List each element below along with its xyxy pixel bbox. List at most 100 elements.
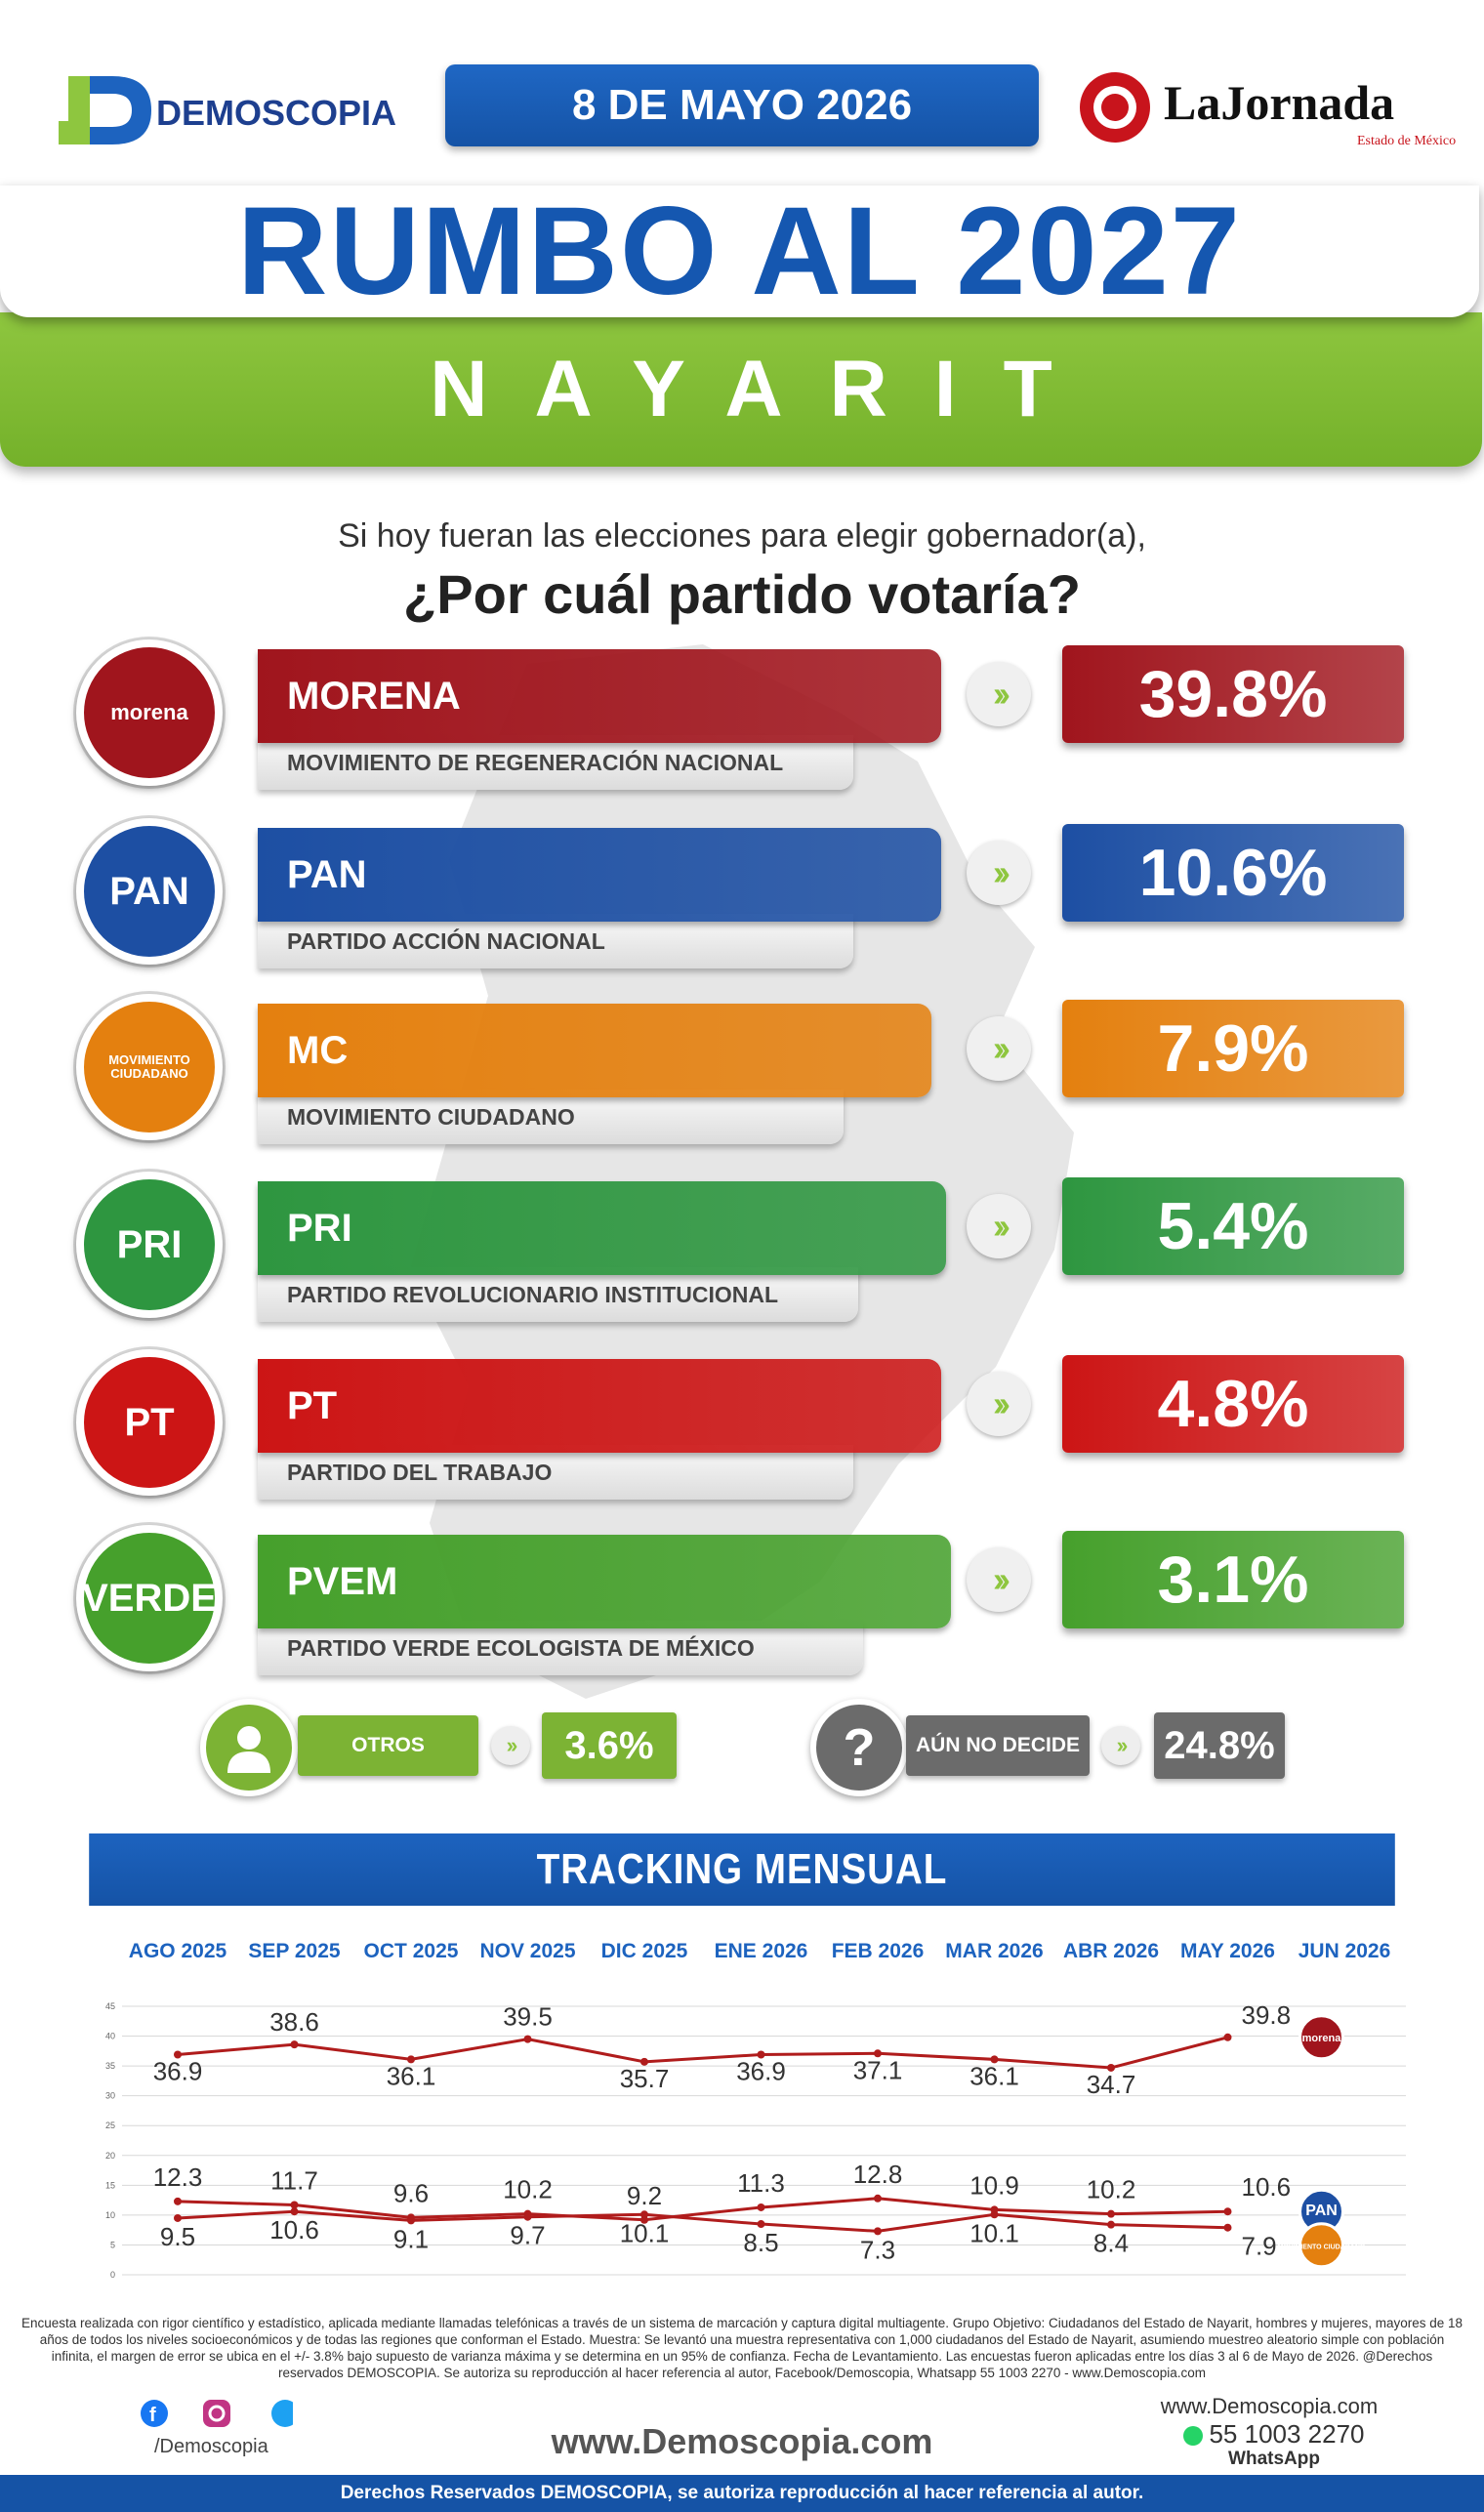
y-tick-label: 10 xyxy=(105,2210,115,2220)
data-label: 37.1 xyxy=(853,2055,903,2084)
data-point xyxy=(757,2220,765,2229)
y-tick-label: 30 xyxy=(105,2091,115,2101)
y-tick-label: 5 xyxy=(110,2240,115,2249)
party-bar-mc: MC xyxy=(258,1004,931,1097)
social-handle[interactable]: /Demoscopia xyxy=(154,2436,268,2457)
chevron-right-icon: ›› xyxy=(967,1547,1031,1612)
month-label: MAY 2026 xyxy=(1180,1940,1275,1962)
data-point xyxy=(990,2055,999,2064)
month-label: AGO 2025 xyxy=(129,1940,227,1962)
party-full-name: PARTIDO ACCIÓN NACIONAL xyxy=(258,914,853,968)
party-bar-pri: PRI xyxy=(258,1181,946,1275)
party-name: PRI xyxy=(287,1206,352,1250)
data-label: 12.3 xyxy=(153,2162,203,2192)
y-tick-label: 0 xyxy=(110,2270,115,2280)
party-logo-pvem: VERDE xyxy=(76,1525,223,1671)
data-point xyxy=(523,2035,532,2043)
data-label: 9.5 xyxy=(160,2222,195,2251)
data-label: 34.7 xyxy=(1087,2070,1136,2099)
data-point xyxy=(290,2207,299,2216)
title-band: RUMBO AL 2027 xyxy=(0,182,1479,321)
party-full-name: MOVIMIENTO DE REGENERACIÓN NACIONAL xyxy=(258,735,853,790)
partner-name: LaJornada xyxy=(1164,75,1394,130)
facebook-icon xyxy=(141,2400,168,2427)
data-label: 39.8 xyxy=(1242,2000,1292,2030)
data-label: 10.9 xyxy=(969,2170,1019,2200)
website-link-right[interactable]: www.Demoscopia.com xyxy=(1160,2394,1379,2418)
twitter-icon xyxy=(271,2400,299,2427)
data-label: 12.8 xyxy=(853,2160,903,2189)
data-label: 9.6 xyxy=(393,2178,429,2207)
party-full-name: MOVIMIENTO CIUDADANO xyxy=(258,1090,844,1144)
series-name: MOVIMIENTO CIUDADANO xyxy=(1278,2244,1366,2251)
party-percentage: 5.4% xyxy=(1062,1177,1404,1275)
undecided-pct: 24.8% xyxy=(1154,1712,1285,1779)
series-name: PAN xyxy=(1305,2203,1338,2219)
data-point xyxy=(290,2201,299,2209)
data-point xyxy=(1107,2063,1115,2072)
party-percentage: 39.8% xyxy=(1062,645,1404,743)
data-point xyxy=(640,2215,648,2224)
data-label: 9.7 xyxy=(510,2221,545,2250)
data-label: 10.2 xyxy=(503,2175,553,2204)
data-point xyxy=(1107,2209,1115,2218)
party-full-name: PARTIDO REVOLUCIONARIO INSTITUCIONAL xyxy=(258,1267,858,1322)
chevron-right-icon: ›› xyxy=(967,1194,1031,1258)
website-link[interactable]: www.Demoscopia.com xyxy=(551,2421,933,2461)
state-name: NAYARIT xyxy=(430,345,1099,433)
data-label: 10.6 xyxy=(269,2215,319,2244)
month-label: JUN 2026 xyxy=(1298,1940,1391,1962)
question-line-1: Si hoy fueran las elecciones para elegir… xyxy=(338,517,1146,555)
data-label: 35.7 xyxy=(620,2064,670,2093)
month-label: FEB 2026 xyxy=(832,1940,925,1962)
whatsapp-label: WhatsApp xyxy=(1228,2449,1320,2469)
party-percentage: 3.1% xyxy=(1062,1531,1404,1628)
party-full-name: PARTIDO VERDE ECOLOGISTA DE MÉXICO xyxy=(258,1621,863,1675)
month-label: OCT 2025 xyxy=(364,1940,459,1962)
whatsapp-icon xyxy=(1183,2426,1204,2447)
page-title: RUMBO AL 2027 xyxy=(237,182,1242,321)
party-logo-pri: PRI xyxy=(76,1172,223,1318)
party-percentage: 7.9% xyxy=(1062,1000,1404,1097)
series-line xyxy=(177,2036,1228,2070)
party-full-name: PARTIDO DEL TRABAJO xyxy=(258,1445,853,1500)
month-label: MAR 2026 xyxy=(945,1940,1043,1962)
data-point xyxy=(874,2194,882,2203)
data-point xyxy=(757,2050,765,2059)
month-label: ENE 2026 xyxy=(715,1940,808,1962)
month-label: DIC 2025 xyxy=(601,1940,688,1962)
y-tick-label: 35 xyxy=(105,2061,115,2071)
data-point xyxy=(640,2057,648,2066)
demoscopia-logo: DEMOSCOPIA xyxy=(59,64,420,152)
phone-text: 55 1003 2270 xyxy=(1209,2419,1365,2449)
series-badge xyxy=(1298,2222,1344,2269)
month-label: NOV 2025 xyxy=(479,1940,575,1962)
data-point xyxy=(407,2055,415,2064)
party-bar-pt: PT xyxy=(258,1359,941,1453)
data-label: 10.1 xyxy=(969,2218,1019,2247)
data-label: 8.4 xyxy=(1093,2229,1129,2258)
brand-name: DEMOSCOPIA xyxy=(156,93,396,133)
data-point xyxy=(174,2050,182,2059)
party-logo-text: VERDE xyxy=(82,1577,217,1620)
data-point xyxy=(874,2049,882,2058)
party-bar-morena: MORENA xyxy=(258,649,941,743)
series-line xyxy=(177,2209,1228,2233)
party-percentage: 4.8% xyxy=(1062,1355,1404,1453)
data-label: 11.7 xyxy=(270,2166,318,2196)
undecided-arrow-icon: ›› xyxy=(1101,1726,1140,1765)
party-logo-text: PT xyxy=(124,1401,175,1444)
party-logo-text: PAN xyxy=(109,870,189,913)
data-label: 9.2 xyxy=(627,2181,662,2210)
data-label: 9.1 xyxy=(393,2224,429,2253)
svg-text:f: f xyxy=(149,2405,156,2426)
chevron-right-icon: ›› xyxy=(967,662,1031,726)
data-point xyxy=(874,2227,882,2236)
data-point xyxy=(174,2197,182,2205)
la-jornada-logo: LaJornada Estado de México xyxy=(1074,59,1464,156)
data-label: 36.1 xyxy=(387,2061,436,2090)
data-point xyxy=(174,2213,182,2222)
chevron-right-icon: ›› xyxy=(967,1372,1031,1436)
data-point xyxy=(407,2216,415,2225)
party-name: PT xyxy=(287,1383,338,1427)
